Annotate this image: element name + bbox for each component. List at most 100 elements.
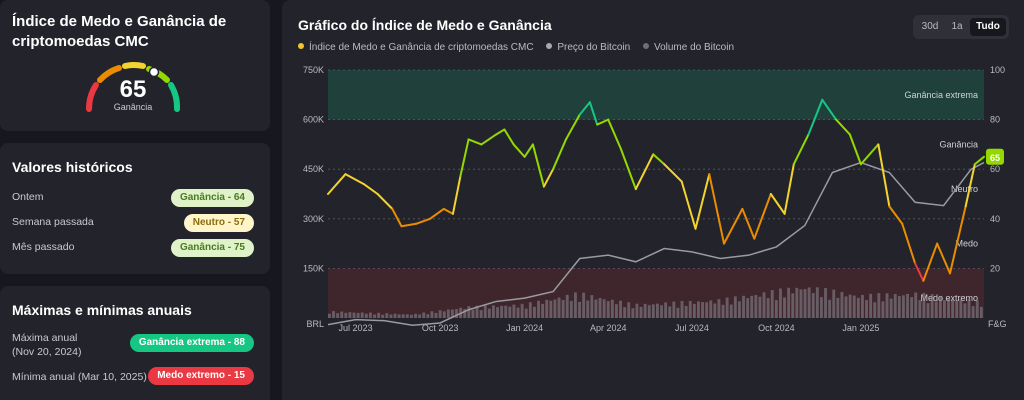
left-axis-tick-label: 150K: [303, 263, 324, 273]
volume-bar: [656, 303, 659, 318]
volume-bar: [979, 306, 983, 318]
volume-bar: [373, 314, 376, 318]
volume-bar: [639, 306, 643, 318]
volume-bar: [455, 309, 458, 318]
volume-bar: [418, 314, 422, 318]
volume-bar: [791, 293, 795, 318]
volume-bar: [672, 301, 676, 318]
volume-bar: [947, 298, 950, 318]
historical-row-last-week: Semana passada Neutro - 57: [12, 214, 254, 232]
fear-greed-line-segment: [807, 98, 824, 136]
volume-bar: [824, 288, 827, 318]
fear-greed-chart: 20 40 60 80 100 F&G 150K 300K 450K 600K 750K BRL Jul…: [303, 65, 1007, 333]
volume-bar: [561, 299, 565, 318]
volume-bar: [381, 314, 385, 318]
tab-1y[interactable]: 1a: [951, 21, 963, 32]
volume-bar: [377, 312, 381, 318]
historical-row-badge: Neutro - 57: [183, 214, 254, 232]
fear-greed-line-segment: [459, 138, 470, 178]
btc-price-line: [327, 161, 985, 327]
volume-bar: [340, 311, 344, 318]
x-axis-tick-label: Jul 2023: [339, 323, 373, 333]
volume-bar: [426, 314, 430, 318]
volume-bar: [832, 289, 836, 318]
volume-bar: [541, 303, 545, 318]
chart-title: Gráfico do Índice de Medo e Ganância: [298, 17, 552, 33]
volume-bar: [922, 292, 926, 318]
zone-label: Neutro: [951, 184, 978, 194]
fear-greed-line-segment: [564, 113, 581, 141]
volume-bar: [332, 311, 335, 318]
fear-greed-line-segment: [694, 173, 711, 230]
volume-bar: [537, 300, 540, 318]
volume-bar: [487, 308, 491, 318]
historical-values-card: Valores históricos Ontem Ganância - 64 S…: [0, 143, 270, 274]
volume-bar: [975, 300, 979, 318]
legend-item-btc-volume[interactable]: Volume do Bitcoin: [642, 42, 734, 53]
volume-bar: [869, 293, 873, 318]
volume-bar: [352, 312, 356, 318]
volume-bar: [914, 292, 918, 318]
volume-bar: [742, 295, 745, 318]
volume-bar: [955, 300, 959, 318]
fear-greed-line-segment: [877, 143, 891, 208]
volume-bar: [528, 302, 532, 318]
volume-bar: [500, 305, 504, 318]
volume-bar: [533, 306, 536, 318]
volume-bar: [553, 299, 557, 318]
fear-greed-chart-card: 20 40 60 80 100 F&G 150K 300K 450K 600K 750K BRL Jul…: [282, 0, 1024, 400]
volume-bar: [692, 303, 696, 318]
fear-greed-line-segment: [620, 148, 637, 191]
volume-bar: [893, 293, 897, 318]
volume-bar: [483, 305, 487, 318]
volume-bar: [774, 300, 778, 318]
volume-bar: [647, 305, 651, 318]
fear-greed-line-segment: [753, 193, 772, 240]
volume-bar: [807, 287, 811, 318]
volume-bar: [877, 293, 881, 318]
volume-bar: [803, 289, 807, 318]
volume-bar: [660, 305, 663, 318]
fear-greed-line-segment: [391, 207, 403, 228]
fear-greed-line-segment: [327, 173, 347, 195]
volume-bar: [545, 299, 549, 318]
fear-greed-line-segment: [531, 143, 545, 188]
legend-item-btc-price[interactable]: Preço do Bitcoin: [546, 42, 630, 53]
x-axis-tick-label: Jul 2024: [675, 323, 709, 333]
volume-bar: [897, 296, 901, 318]
volume-bar: [430, 311, 434, 318]
volume-bar: [770, 290, 774, 318]
volume-bar: [467, 306, 471, 318]
volume-bar: [422, 312, 426, 318]
legend-item-fear-greed[interactable]: Índice de Medo e Ganância de criptomoeda…: [298, 42, 534, 53]
gauge-segment-extreme-fear: [85, 82, 99, 112]
tab-all[interactable]: Tudo: [970, 18, 1006, 36]
volume-bar: [524, 308, 528, 318]
fear-greed-line-segment: [400, 222, 418, 228]
fear-greed-line-segment: [503, 128, 515, 146]
fear-greed-line-segment: [949, 205, 967, 275]
historical-row-label: Semana passada: [12, 216, 94, 228]
volume-bar: [610, 299, 614, 318]
volume-bar: [967, 299, 971, 318]
fear-greed-line-segment: [835, 118, 851, 136]
volume-bar: [389, 314, 393, 318]
chart-legend: Índice de Medo e Ganância de criptomoeda…: [298, 42, 744, 54]
volume-bar: [701, 302, 704, 318]
fear-greed-line-segment: [741, 207, 756, 240]
annual-max-label: Máxima anual: [12, 332, 78, 344]
tab-30d[interactable]: 30d: [921, 21, 939, 32]
fear-greed-line-segment: [652, 153, 666, 166]
historical-row-badge: Ganância - 64: [170, 189, 254, 207]
volume-bar: [590, 295, 594, 318]
volume-bar: [410, 314, 413, 318]
current-value-badge: [986, 148, 1004, 165]
fear-greed-line-segment: [792, 133, 810, 166]
fear-greed-line-segment: [344, 173, 365, 186]
volume-bar: [885, 293, 889, 318]
range-tabs: 30d 1a Tudo: [913, 15, 1009, 39]
volume-bar: [606, 301, 610, 318]
fear-greed-line-segment: [708, 173, 725, 245]
zone-label: Medo extremo: [920, 293, 978, 303]
fear-greed-line-segment: [512, 143, 526, 158]
